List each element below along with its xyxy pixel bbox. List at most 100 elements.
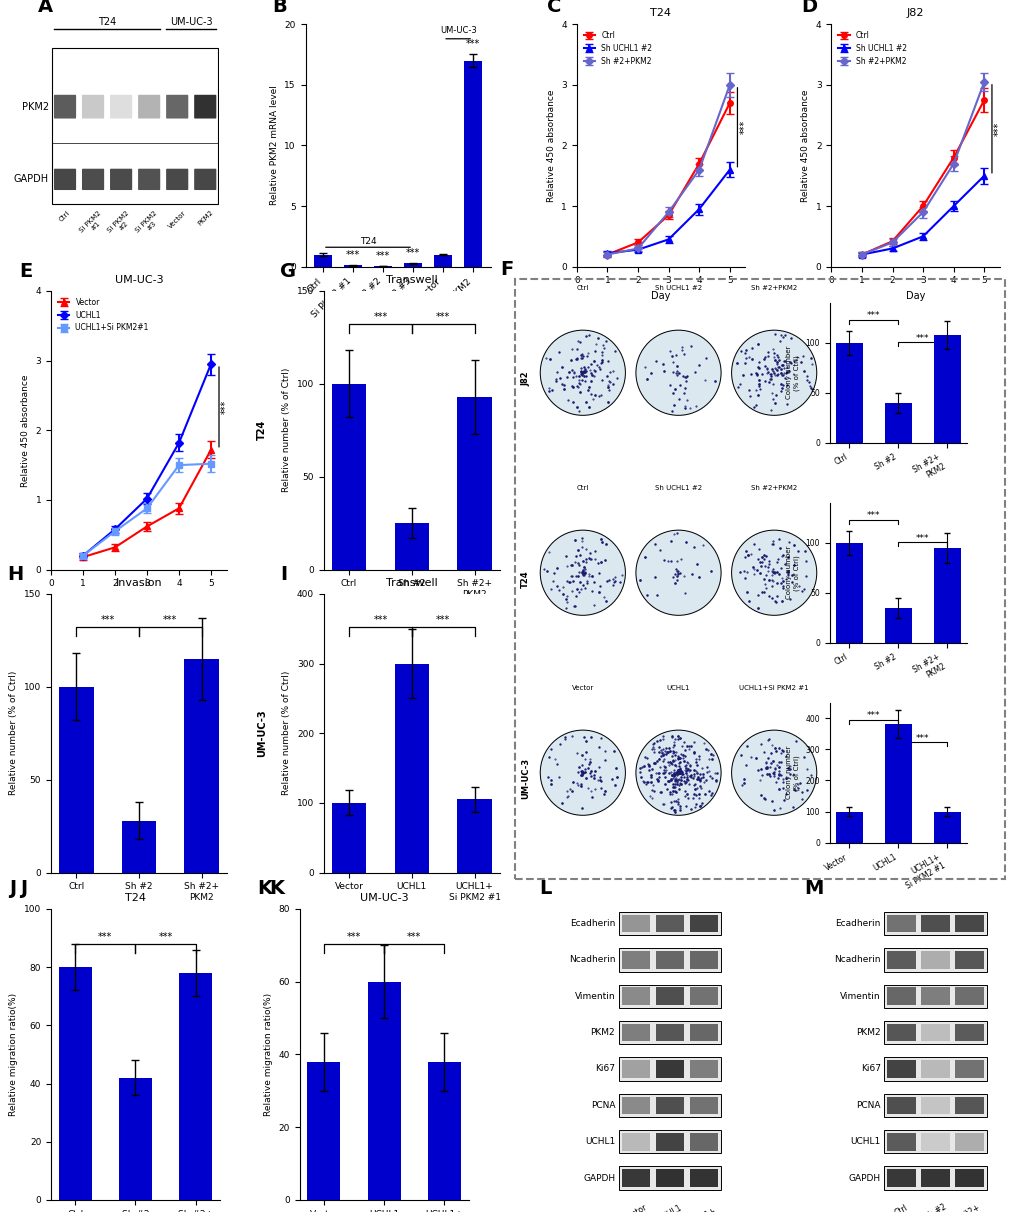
- Bar: [836, 812, 862, 842]
- Text: PKM2: PKM2: [21, 102, 49, 112]
- Bar: [917, 1130, 952, 1154]
- Bar: [619, 948, 720, 972]
- Text: GAPDH: GAPDH: [583, 1173, 614, 1183]
- Bar: [952, 948, 985, 972]
- Bar: [689, 915, 717, 932]
- Bar: [955, 1133, 983, 1150]
- Text: Ncadherin: Ncadherin: [569, 955, 614, 965]
- Text: ***: ***: [466, 39, 480, 48]
- Text: ***: ***: [376, 251, 390, 261]
- Bar: [883, 1021, 917, 1045]
- Circle shape: [731, 530, 816, 616]
- Y-axis label: Relative 450 absorbance: Relative 450 absorbance: [21, 375, 30, 486]
- Bar: [687, 1166, 720, 1190]
- Text: ***: ***: [345, 251, 360, 261]
- Bar: [689, 1024, 717, 1041]
- Bar: [689, 1133, 717, 1150]
- FancyBboxPatch shape: [138, 95, 160, 119]
- Bar: [917, 911, 952, 936]
- Text: Sh #2+PKM2: Sh #2+PKM2: [750, 485, 797, 491]
- Text: T24: T24: [521, 570, 530, 588]
- Bar: [887, 1024, 915, 1041]
- Bar: [917, 1021, 952, 1045]
- Text: L: L: [538, 880, 551, 898]
- Bar: [883, 1130, 917, 1154]
- Bar: [652, 1166, 687, 1190]
- Bar: [394, 524, 429, 570]
- Text: ***: ***: [435, 616, 449, 625]
- Text: A: A: [38, 0, 53, 16]
- Bar: [689, 951, 717, 968]
- Bar: [883, 1021, 985, 1045]
- Text: ***: ***: [994, 121, 1003, 136]
- Text: Ctrl: Ctrl: [576, 285, 588, 291]
- Text: Sh UCHL1 #2: Sh UCHL1 #2: [654, 485, 701, 491]
- Text: Sh UCHL1 #2: Sh UCHL1 #2: [654, 285, 701, 291]
- Circle shape: [731, 330, 816, 416]
- X-axis label: Day: Day: [651, 291, 671, 301]
- Text: Vimentin: Vimentin: [574, 991, 614, 1001]
- Text: G: G: [279, 262, 296, 281]
- Bar: [619, 1166, 652, 1190]
- Bar: [652, 1057, 687, 1081]
- Bar: [883, 1166, 985, 1190]
- Bar: [920, 915, 949, 932]
- Bar: [920, 1170, 949, 1187]
- Bar: [687, 984, 720, 1008]
- Bar: [652, 984, 687, 1008]
- Circle shape: [540, 730, 625, 816]
- Bar: [655, 1170, 684, 1187]
- Bar: [621, 1024, 649, 1041]
- Bar: [119, 1077, 152, 1200]
- Text: Si PKM2
#1: Si PKM2 #1: [78, 210, 107, 239]
- Text: UM-UC-3: UM-UC-3: [170, 17, 212, 27]
- Bar: [655, 1133, 684, 1150]
- Text: B: B: [272, 0, 286, 16]
- Bar: [883, 1057, 985, 1081]
- Circle shape: [540, 530, 625, 616]
- Bar: [887, 1170, 915, 1187]
- Bar: [687, 948, 720, 972]
- Text: PKM2: PKM2: [197, 210, 214, 227]
- Y-axis label: Relative 450 absorbance: Relative 450 absorbance: [801, 90, 809, 201]
- Bar: [621, 1060, 649, 1077]
- Bar: [621, 915, 649, 932]
- Bar: [619, 911, 652, 936]
- FancyBboxPatch shape: [138, 168, 160, 190]
- Text: H: H: [7, 565, 23, 584]
- Y-axis label: Relative number (% of Ctrl): Relative number (% of Ctrl): [282, 671, 291, 795]
- Text: Vector: Vector: [623, 1202, 648, 1212]
- Title: T24: T24: [650, 8, 671, 18]
- Bar: [52, 48, 218, 204]
- Title: Invasion: Invasion: [115, 578, 162, 588]
- Text: ***: ***: [98, 932, 112, 942]
- Text: Sh #2: Sh #2: [922, 1202, 947, 1212]
- Y-axis label: Relative migration ratio(%): Relative migration ratio(%): [9, 993, 18, 1116]
- Y-axis label: Colony number
(% of Ctrl): Colony number (% of Ctrl): [786, 547, 799, 600]
- Title: Transwell: Transwell: [385, 275, 437, 285]
- Text: C: C: [546, 0, 560, 16]
- Text: ***: ***: [915, 733, 928, 743]
- Bar: [121, 821, 156, 873]
- Y-axis label: Colony number
(% of Ctrl): Colony number (% of Ctrl): [786, 747, 799, 800]
- Bar: [687, 1093, 720, 1117]
- Bar: [331, 384, 366, 570]
- Bar: [883, 402, 911, 442]
- Text: ***: ***: [346, 932, 361, 942]
- Circle shape: [731, 730, 816, 816]
- Title: UM-UC-3: UM-UC-3: [360, 893, 408, 903]
- Bar: [655, 951, 684, 968]
- FancyBboxPatch shape: [54, 95, 76, 119]
- Bar: [920, 951, 949, 968]
- Bar: [621, 1133, 649, 1150]
- Bar: [689, 1097, 717, 1114]
- Bar: [952, 1021, 985, 1045]
- Bar: [952, 1166, 985, 1190]
- Bar: [932, 812, 960, 842]
- Bar: [619, 1021, 652, 1045]
- Text: Ctrl: Ctrl: [576, 485, 588, 491]
- Bar: [952, 1093, 985, 1117]
- Text: UCHL1: UCHL1: [584, 1137, 614, 1147]
- Bar: [955, 1097, 983, 1114]
- Bar: [955, 951, 983, 968]
